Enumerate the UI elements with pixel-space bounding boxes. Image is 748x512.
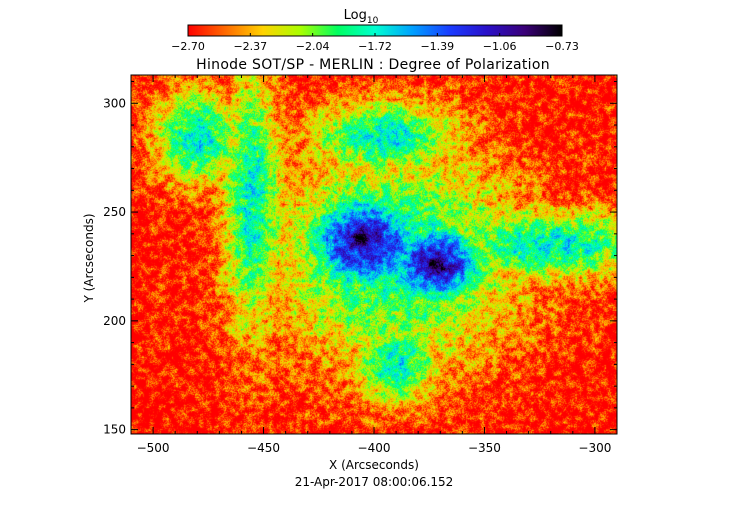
colorbar-tick-label: −1.72 [358,40,392,53]
x-axis: −500 −450 −400 −350 −300 [137,75,611,455]
colorbar-tick-label: −2.37 [233,40,267,53]
y-axis-label: Y (Arcseconds) [82,213,96,303]
x-tick-label: −350 [468,441,501,455]
y-tick-label: 200 [103,314,126,328]
x-tick-label: −300 [578,441,611,455]
y-tick-label: 150 [103,423,126,437]
y-tick-label: 300 [103,96,126,110]
colorbar-tick-label: −1.39 [420,40,454,53]
colorbar: Log10 −2.70 −2.37 −2.04 −1.72 −1.39 −1.06 −0.7… [171,8,579,53]
x-tick-label: −450 [247,441,280,455]
colorbar-bar [188,25,562,36]
x-axis-label: X (Arcseconds) [329,458,419,472]
x-tick-label: −500 [137,441,170,455]
heatmap-container [131,75,617,434]
chart-title: Hinode SOT/SP - MERLIN : Degree of Polar… [196,57,550,73]
colorbar-ticks: −2.70 −2.37 −2.04 −1.72 −1.39 −1.06 −0.73 [171,33,579,53]
colorbar-label: Log10 [344,8,379,26]
colorbar-tick-label: −2.70 [171,40,205,53]
y-axis: 150 200 250 300 [103,81,617,437]
y-tick-label: 250 [103,205,126,219]
heatmap-image [131,75,617,434]
colorbar-tick-label: −1.06 [483,40,517,53]
x-tick-label: −400 [358,441,391,455]
timestamp: 21-Apr-2017 08:00:06.152 [295,475,454,489]
colorbar-tick-label: −0.73 [545,40,579,53]
colorbar-tick-label: −2.04 [296,40,330,53]
